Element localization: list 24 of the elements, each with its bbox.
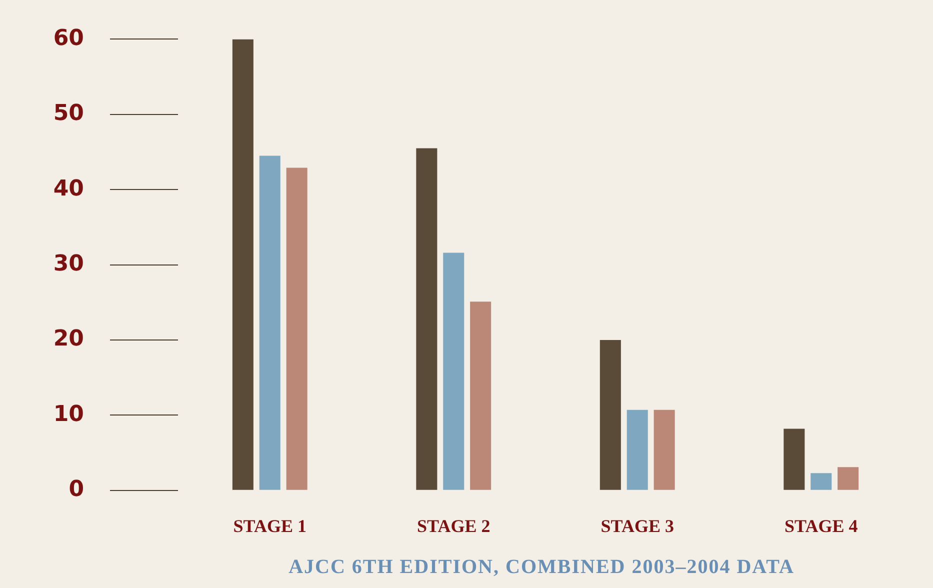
bar [232, 39, 254, 490]
y-tick-label: 40 [53, 176, 84, 202]
bar [600, 340, 621, 490]
y-tick-label: 60 [53, 26, 84, 51]
bar [784, 428, 805, 490]
y-tick-label: 50 [53, 101, 84, 126]
bar [470, 302, 492, 490]
bar [416, 148, 438, 490]
x-tick-label: STAGE 1 [233, 516, 306, 536]
bar [286, 168, 308, 490]
bar [654, 410, 675, 490]
x-tick-label: STAGE 2 [417, 516, 490, 536]
bar [443, 252, 464, 490]
x-tick-label: STAGE 4 [784, 516, 858, 536]
text: AJCC 6TH EDITION, COMBINED 2003–2004 DATA [288, 556, 796, 579]
bar [810, 473, 832, 490]
bar [838, 467, 859, 490]
x-tick-label: STAGE 3 [600, 516, 674, 536]
y-tick-label: 30 [53, 252, 84, 277]
y-tick-label: 10 [53, 402, 84, 427]
y-tick-label: 0 [68, 477, 84, 502]
y-tick-label: 20 [53, 326, 84, 352]
bar [259, 156, 280, 490]
bar [626, 410, 648, 490]
